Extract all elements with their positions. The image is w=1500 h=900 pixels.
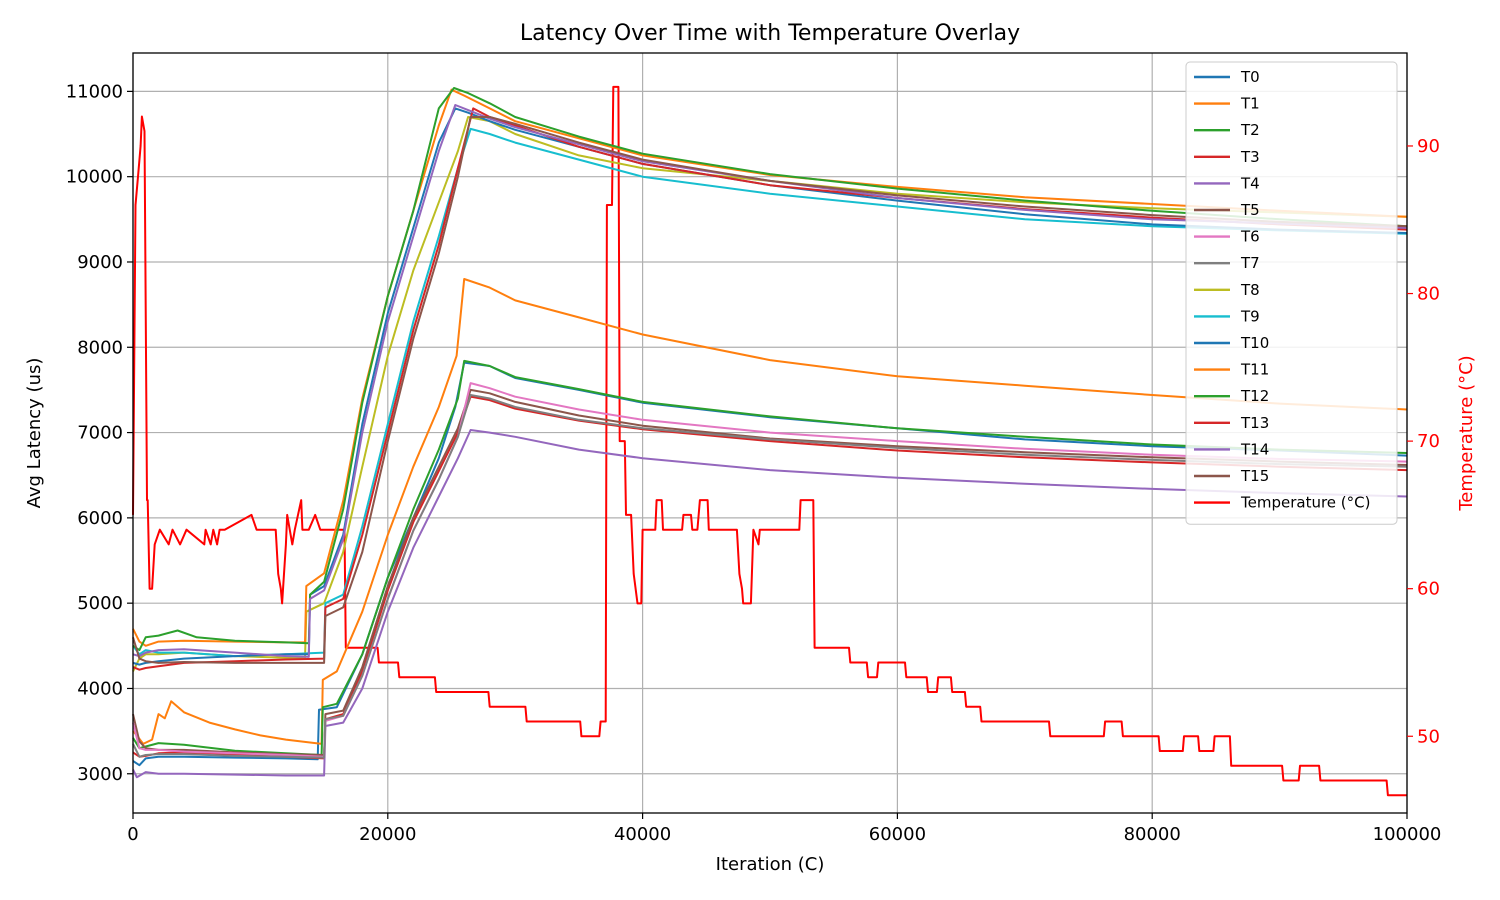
x-tick-label: 60000 bbox=[869, 824, 926, 845]
legend-label-t13: T13 bbox=[1240, 414, 1269, 432]
y-axis-label: Avg Latency (us) bbox=[24, 358, 45, 509]
legend-label-t9: T9 bbox=[1240, 307, 1260, 325]
legend-label-t5: T5 bbox=[1240, 201, 1260, 219]
x-tick-label: 100000 bbox=[1373, 824, 1442, 845]
legend-label-t10: T10 bbox=[1240, 334, 1269, 352]
x-tick-label: 40000 bbox=[614, 824, 671, 845]
legend: T0 T1 T2 T3 T4 T5 T6 T7 T8 T9 T10 T11 T12 T13 T14 T15 Te… bbox=[1185, 61, 1398, 525]
series-line-t9 bbox=[132, 127, 1408, 658]
y2-tick-label: 50 bbox=[1417, 726, 1440, 747]
x-axis-label: Iteration (C) bbox=[716, 854, 825, 875]
series-line-t4 bbox=[132, 429, 1408, 779]
y2-tick-label: 70 bbox=[1417, 431, 1440, 452]
y-tick-label: 8000 bbox=[77, 337, 123, 358]
legend-label-t15: T15 bbox=[1240, 467, 1269, 485]
temperature-layer bbox=[132, 85, 1407, 797]
legend-label-t3: T3 bbox=[1240, 148, 1260, 166]
series-line-t1 bbox=[132, 278, 1408, 745]
y-tick-label: 4000 bbox=[77, 678, 123, 699]
y2-tick-label: 90 bbox=[1417, 136, 1440, 157]
series-line-t15 bbox=[132, 116, 1408, 664]
series-line-t14 bbox=[132, 104, 1408, 658]
legend-label-t12: T12 bbox=[1240, 387, 1269, 405]
y-tick-label: 5000 bbox=[77, 593, 123, 614]
x-tick-label: 20000 bbox=[359, 824, 416, 845]
legend-label-t7: T7 bbox=[1240, 254, 1260, 272]
y-tick-label: 7000 bbox=[77, 423, 123, 444]
x-tick-label: 0 bbox=[127, 824, 138, 845]
y2-axis-label: Temperature (°C) bbox=[1456, 355, 1477, 511]
series-line-t5 bbox=[132, 388, 1408, 756]
y-tick-label: 11000 bbox=[66, 81, 123, 102]
y2-tick-label: 80 bbox=[1417, 284, 1440, 305]
legend-box bbox=[1185, 61, 1398, 525]
series-line-t2 bbox=[132, 359, 1408, 756]
series-line-temperature-c bbox=[132, 85, 1407, 797]
y-tick-label: 3000 bbox=[77, 764, 123, 785]
y-tick-label: 6000 bbox=[77, 508, 123, 529]
x-tick-label: 80000 bbox=[1124, 824, 1181, 845]
series-line-t10 bbox=[132, 107, 1408, 666]
legend-label-temperature-c: Temperature (°C) bbox=[1240, 494, 1370, 512]
y-axis-ticks: 3000 4000 5000 6000 7000 8000 9000 10000 11000 bbox=[66, 81, 133, 785]
legend-label-t11: T11 bbox=[1240, 361, 1269, 379]
y-tick-label: 9000 bbox=[77, 252, 123, 273]
latency-series-layer bbox=[132, 87, 1408, 779]
legend-label-t1: T1 bbox=[1240, 95, 1260, 113]
series-line-t7 bbox=[132, 394, 1408, 759]
chart-title: Latency Over Time with Temperature Overl… bbox=[520, 21, 1020, 46]
x-axis-ticks: 0 20000 40000 60000 80000 100000 bbox=[127, 813, 1441, 845]
series-line-t12 bbox=[132, 87, 1408, 652]
y-tick-label: 10000 bbox=[66, 167, 123, 188]
y2-axis-ticks: 50 60 70 80 90 bbox=[1407, 136, 1440, 747]
legend-label-t14: T14 bbox=[1240, 440, 1269, 458]
legend-label-t8: T8 bbox=[1240, 281, 1260, 299]
legend-label-t0: T0 bbox=[1240, 68, 1260, 86]
legend-label-t4: T4 bbox=[1240, 174, 1260, 192]
y2-tick-label: 60 bbox=[1417, 579, 1440, 600]
legend-label-t6: T6 bbox=[1240, 228, 1260, 246]
legend-label-t2: T2 bbox=[1240, 121, 1260, 139]
